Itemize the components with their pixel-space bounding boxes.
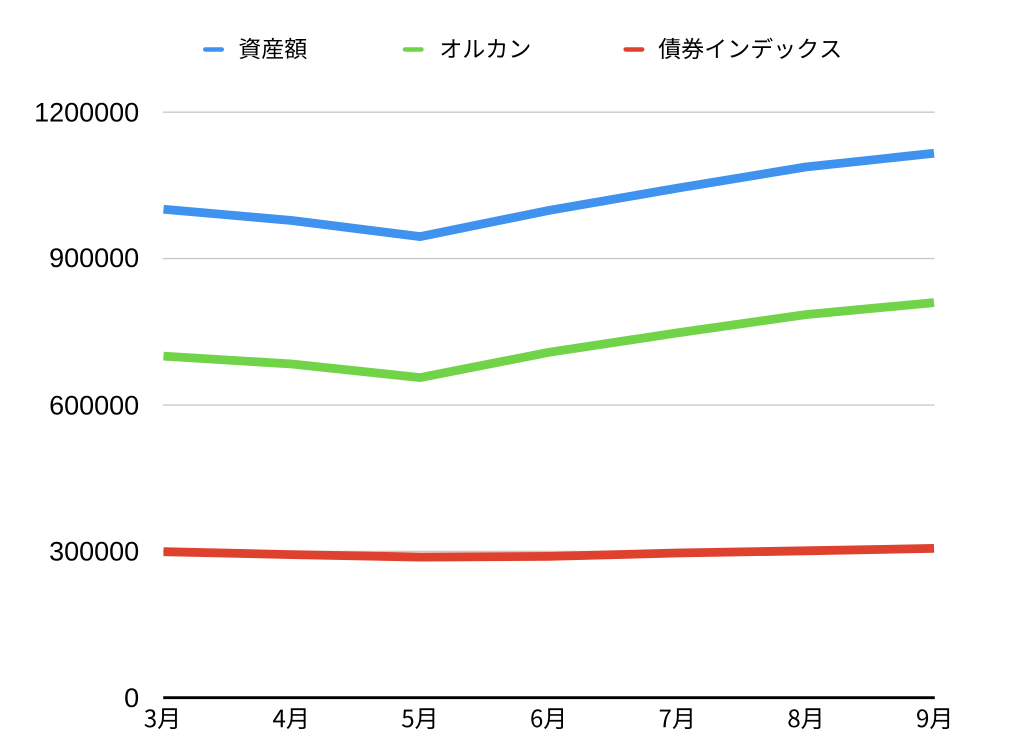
svg-text:300000: 300000 — [49, 537, 139, 567]
svg-text:900000: 900000 — [49, 243, 139, 273]
svg-text:600000: 600000 — [49, 390, 139, 420]
svg-text:1200000: 1200000 — [34, 97, 139, 127]
svg-text:0: 0 — [124, 683, 139, 713]
